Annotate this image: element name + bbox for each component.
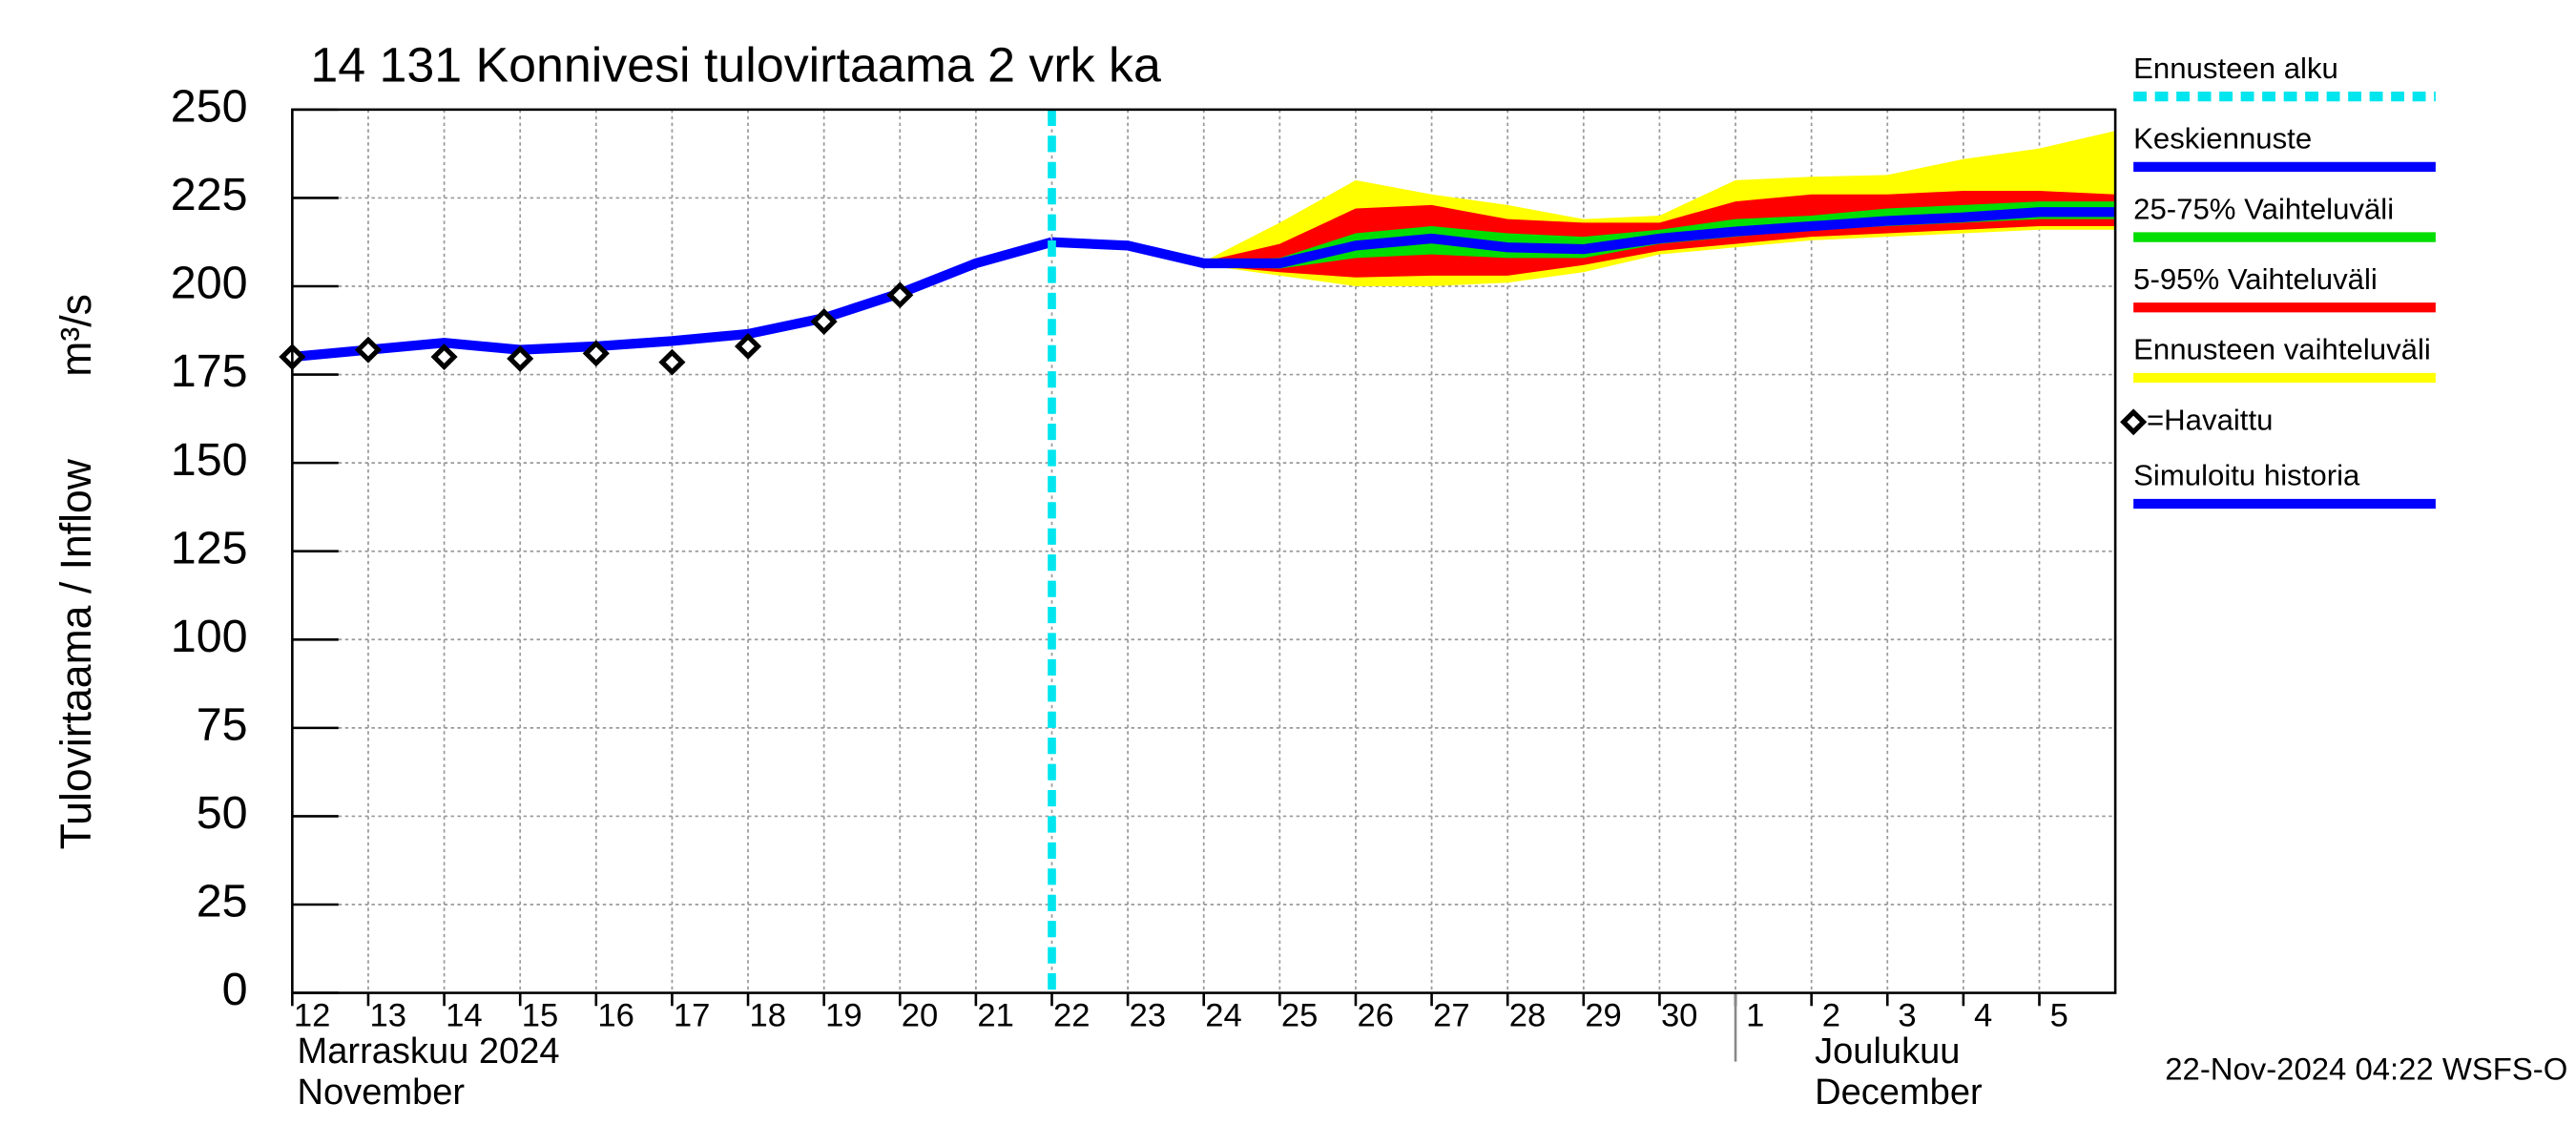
x-tick-label: 18 xyxy=(750,997,786,1033)
legend-marker xyxy=(2120,408,2148,436)
series-line xyxy=(1051,207,2116,269)
x-tick-label: 23 xyxy=(1130,997,1166,1033)
x-tick-label: 17 xyxy=(674,997,710,1033)
legend-label: Simuloitu historia xyxy=(2133,459,2360,492)
x-tick-label: 4 xyxy=(1974,997,1992,1033)
x-tick-label: 12 xyxy=(294,997,330,1033)
legend-label: 5-95% Vaihteluväli xyxy=(2133,262,2378,296)
series-line xyxy=(291,237,1053,363)
legend-label: =Havaittu xyxy=(2147,404,2273,437)
y-tick-label: 125 xyxy=(171,523,248,574)
y-tick-label: 100 xyxy=(171,611,248,662)
x-tick-label: 25 xyxy=(1281,997,1318,1033)
observed-marker xyxy=(886,281,914,309)
observed-marker xyxy=(430,344,458,370)
y-tick-label: 150 xyxy=(171,434,248,486)
month-label: December xyxy=(1815,1072,1983,1113)
x-tick-label: 19 xyxy=(825,997,862,1033)
x-tick-label: 26 xyxy=(1357,997,1393,1033)
x-tick-label: 16 xyxy=(597,997,634,1033)
legend-label: Ennusteen vaihteluväli xyxy=(2133,333,2431,366)
observed-marker xyxy=(810,308,838,335)
observed-marker xyxy=(734,333,762,360)
y-tick-label: 175 xyxy=(171,345,248,397)
x-tick-label: 27 xyxy=(1433,997,1469,1033)
plot-frame xyxy=(291,108,2117,994)
x-tick-label: 3 xyxy=(1898,997,1916,1033)
x-tick-label: 1 xyxy=(1746,997,1764,1033)
legend-label: Keskiennuste xyxy=(2133,122,2312,156)
x-tick-label: 13 xyxy=(369,997,405,1033)
month-label: November xyxy=(298,1072,466,1113)
observed-marker xyxy=(658,348,686,376)
y-tick-label: 75 xyxy=(197,699,248,751)
y-tick-label: 250 xyxy=(171,81,248,133)
x-tick-label: 30 xyxy=(1661,997,1697,1033)
observed-marker xyxy=(354,336,383,364)
footer: 22-Nov-2024 04:22 WSFS-O xyxy=(2165,1051,2567,1087)
month-label: Joulukuu xyxy=(1815,1031,1960,1072)
y-axis-unit: m³/s xyxy=(52,294,100,377)
y-tick-label: 50 xyxy=(197,787,248,839)
month-label: Marraskuu 2024 xyxy=(298,1031,560,1072)
x-tick-label: 15 xyxy=(522,997,558,1033)
y-tick-label: 200 xyxy=(171,258,248,309)
observed-marker xyxy=(582,340,610,367)
x-tick-label: 21 xyxy=(977,997,1013,1033)
y-tick-label: 25 xyxy=(197,876,248,927)
x-tick-label: 22 xyxy=(1053,997,1090,1033)
chart-title: 14 131 Konnivesi tulovirtaama 2 vrk ka xyxy=(310,37,1161,93)
y-tick-label: 225 xyxy=(171,169,248,220)
x-tick-label: 29 xyxy=(1585,997,1621,1033)
legend-label: 25-75% Vaihteluväli xyxy=(2133,192,2394,225)
y-axis-label: Tulovirtaama / Inflow xyxy=(52,458,100,849)
legend-label: Ennusteen alku xyxy=(2133,52,2338,85)
y-tick-label: 0 xyxy=(222,964,248,1015)
x-tick-label: 2 xyxy=(1822,997,1840,1033)
x-tick-label: 24 xyxy=(1205,997,1241,1033)
x-tick-label: 20 xyxy=(902,997,938,1033)
x-tick-label: 28 xyxy=(1509,997,1546,1033)
x-tick-label: 14 xyxy=(446,997,482,1033)
observed-marker xyxy=(507,344,534,372)
x-tick-label: 5 xyxy=(2050,997,2068,1033)
